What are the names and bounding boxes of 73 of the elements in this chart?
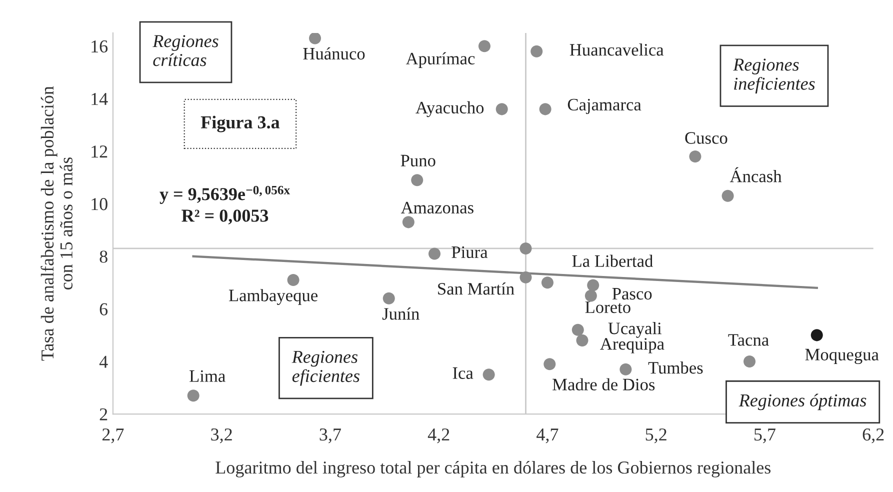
y-tick-label: 2 (100, 408, 108, 420)
annotation: Regiones ineficientes (733, 58, 815, 94)
annotation: Arequipa (600, 338, 664, 354)
point (520, 242, 532, 254)
point (572, 324, 584, 336)
annotation: Figura 3.a (200, 116, 280, 132)
annotation: Ucayali (608, 322, 662, 338)
y-tick-label: 14 (92, 93, 108, 105)
annotation: Regiones eficientes (292, 350, 360, 386)
point (530, 45, 543, 58)
point (689, 150, 702, 162)
annotation: Ica (452, 367, 474, 379)
y-tick-label: 4 (99, 356, 108, 368)
annotation: Tumbes (648, 361, 703, 374)
annotation: Moquegua (805, 348, 879, 364)
annotation: La Libertad (572, 254, 653, 267)
point (810, 329, 823, 342)
point (478, 40, 490, 52)
y-tick-label: 12 (92, 146, 108, 158)
annotation: Tacna (728, 334, 769, 346)
point (587, 279, 600, 292)
annotation: Áncash (730, 167, 782, 182)
annotation: y = 9,5639e$^{−0,056x}$ R² = 0,0053 (160, 186, 290, 224)
x-tick-label: 2,7 (102, 428, 124, 444)
point (620, 363, 632, 376)
point (482, 368, 495, 381)
annotation: Huancavelica (570, 43, 664, 56)
annotation: Loreto (585, 302, 630, 314)
annotation: Junín (382, 307, 420, 320)
annotation: Pasco (612, 288, 652, 300)
point (541, 276, 554, 289)
y-tick-label: 10 (92, 198, 108, 210)
annotation: Piura (452, 246, 488, 258)
point (382, 292, 395, 304)
point (402, 216, 414, 228)
x-tick-label: 6,2 (862, 428, 884, 444)
annotation: Huánuco (303, 47, 365, 60)
x-tick-label: 3,7 (320, 428, 341, 444)
point (520, 271, 532, 284)
annotation: Lambayeque (228, 289, 318, 305)
y-axis-title: Tasa de analfabetismo de la población con 15 años o más (40, 86, 72, 361)
annotation: Amazonas (400, 202, 474, 214)
x-tick-label: 5,2 (646, 428, 666, 444)
point (722, 190, 734, 202)
annotation: Puno (400, 154, 436, 166)
x-tick-label: 4,2 (428, 428, 450, 444)
x-tick-label: 5,7 (754, 428, 776, 444)
annotation: Madre de Dios (552, 378, 655, 390)
annotation: Apurímac (406, 52, 475, 68)
annotation: Regiones críticas (152, 35, 218, 66)
point (576, 334, 588, 346)
annotation: Cusco (685, 132, 728, 144)
x-tick-label: 3,2 (211, 428, 232, 444)
annotation: Regiones óptimas (738, 394, 866, 410)
x-tick-label: 4,7 (536, 428, 558, 444)
annotation: Ayacucho (416, 101, 484, 118)
point (544, 358, 556, 370)
x-axis-title: Logaritmo del ingreso total per cápita en dólares de los Gobiernos regionales (216, 460, 771, 478)
annotation: Lima (190, 370, 226, 382)
annotation: San Martín (438, 282, 514, 295)
point (308, 32, 322, 44)
annotation: Cajamarca (568, 98, 642, 114)
point (287, 274, 300, 286)
y-tick-label: 16 (92, 40, 108, 53)
point (496, 103, 508, 116)
point (428, 248, 441, 260)
y-tick-label: 6 (100, 303, 108, 316)
point (411, 174, 424, 186)
point (187, 390, 200, 402)
point (744, 355, 756, 368)
point (584, 290, 597, 302)
point (539, 103, 552, 116)
y-tick-label: 8 (100, 250, 108, 263)
